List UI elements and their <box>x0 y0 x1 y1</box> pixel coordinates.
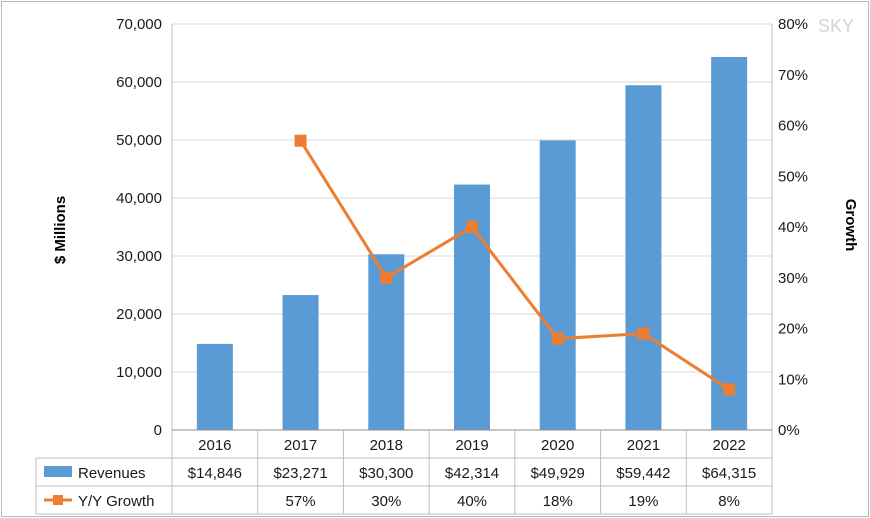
right-axis-title: Growth <box>842 199 859 252</box>
legend-key-growth-marker <box>53 495 63 505</box>
revenue-bar <box>196 343 233 430</box>
growth-cell: 30% <box>371 493 401 510</box>
y2-tick-label: 20% <box>778 321 808 338</box>
growth-point <box>551 332 564 345</box>
revenue-bar <box>625 85 662 431</box>
y-tick-label: 40,000 <box>116 190 162 207</box>
growth-cell: 8% <box>718 493 740 510</box>
watermark: SKY <box>818 16 854 36</box>
y-tick-label: 70,000 <box>116 16 162 33</box>
growth-line-path <box>299 139 730 391</box>
y-tick-label: 60,000 <box>116 74 162 91</box>
y2-tick-label: 30% <box>778 270 808 287</box>
growth-point <box>294 134 307 147</box>
revenue-cell: $64,315 <box>702 465 756 482</box>
revenue-cell: $42,314 <box>445 465 499 482</box>
growth-point <box>466 221 478 233</box>
y2-tick-label: 0% <box>778 422 800 439</box>
y-tick-label: 50,000 <box>116 132 162 149</box>
category-label: 2018 <box>370 437 403 454</box>
right-axis-ticks: 0% 10% 20% 30% 40% 50% 60% 70% 80% <box>778 16 808 439</box>
growth-cell: 57% <box>286 493 316 510</box>
growth-point <box>723 383 736 396</box>
y2-tick-label: 60% <box>778 118 808 135</box>
category-label: 2022 <box>712 437 745 454</box>
revenue-cell: $49,929 <box>531 465 585 482</box>
y2-tick-label: 50% <box>778 168 808 185</box>
growth-point <box>380 271 393 284</box>
legend-label-revenues: Revenues <box>78 465 146 482</box>
growth-point <box>637 327 650 340</box>
left-axis-ticks: 0 10,000 20,000 30,000 40,000 50,000 60,000 70,… <box>116 16 162 439</box>
category-label: 2017 <box>284 437 317 454</box>
growth-cell: 18% <box>543 493 573 510</box>
revenue-cell: $23,271 <box>273 465 327 482</box>
category-label: 2016 <box>198 437 231 454</box>
y2-tick-label: 70% <box>778 67 808 84</box>
category-label: 2021 <box>627 437 660 454</box>
category-label: 2019 <box>455 437 488 454</box>
revenue-cell: $30,300 <box>359 465 413 482</box>
revenue-bar <box>282 295 319 430</box>
left-axis-title: $ Millions <box>52 196 69 264</box>
y2-tick-label: 80% <box>778 16 808 33</box>
growth-cell: 40% <box>457 493 487 510</box>
y2-tick-label: 40% <box>778 219 808 236</box>
revenue-bar <box>539 140 576 430</box>
legend-key-revenues <box>44 466 72 477</box>
growth-line <box>294 134 736 396</box>
y2-tick-label: 10% <box>778 371 808 388</box>
y-tick-label: 20,000 <box>116 306 162 323</box>
revenue-bars <box>196 56 748 431</box>
legend-label-growth: Y/Y Growth <box>78 493 154 510</box>
y-tick-label: 0 <box>154 422 162 439</box>
gridlines <box>171 23 773 430</box>
y-tick-label: 30,000 <box>116 248 162 265</box>
revenue-bar <box>711 56 748 431</box>
data-table: 2016 2017 2018 2019 2020 2021 2022 Revenues Y/Y … <box>35 429 773 515</box>
growth-cell: 19% <box>628 493 658 510</box>
category-label: 2020 <box>541 437 574 454</box>
revenue-cell: $14,846 <box>188 465 242 482</box>
y-tick-label: 10,000 <box>116 364 162 381</box>
revenue-cell: $59,442 <box>616 465 670 482</box>
